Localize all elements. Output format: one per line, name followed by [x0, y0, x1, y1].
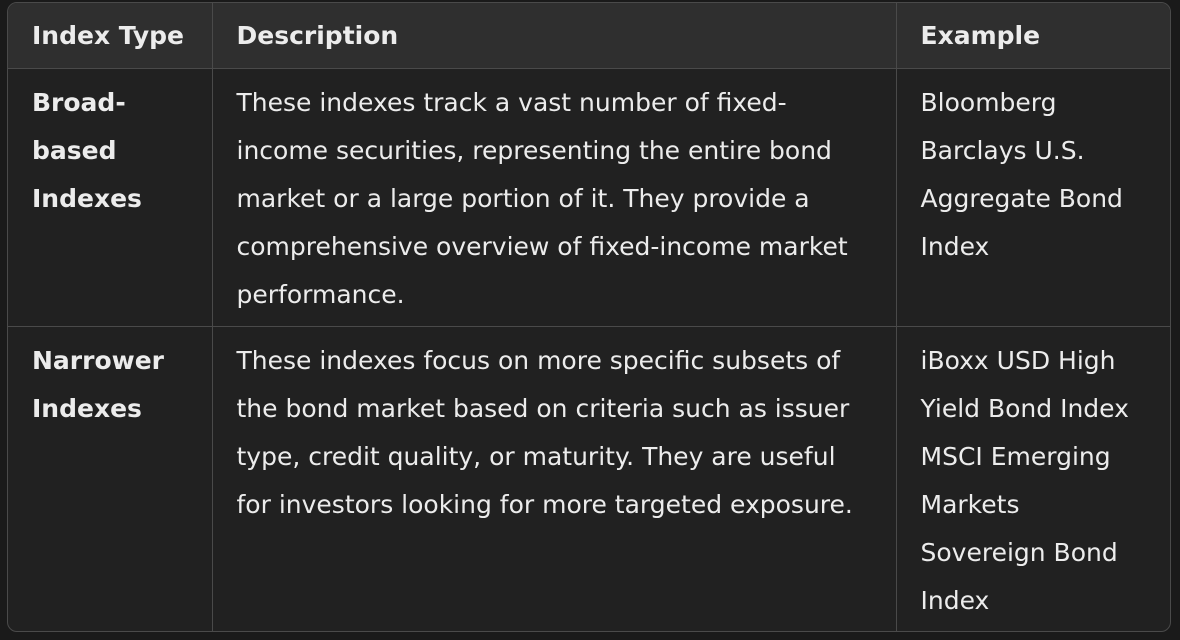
- header-description: Description: [212, 3, 897, 69]
- index-types-table: Index Type Description Example Broad-bas…: [7, 2, 1171, 632]
- example-item: MSCI Emerging Markets Sovereign Bond Ind…: [920, 441, 1118, 615]
- table-header-row: Index Type Description Example: [8, 3, 1170, 69]
- table-row: Broad-based Indexes These indexes track …: [8, 68, 1170, 327]
- index-table: Index Type Description Example Broad-bas…: [8, 3, 1170, 631]
- table-row: Narrower Indexes These indexes focus on …: [8, 326, 1170, 631]
- header-example: Example: [896, 3, 1170, 69]
- row-index-type: Narrower Indexes: [8, 326, 213, 631]
- row-description: These indexes focus on more specific sub…: [212, 326, 897, 631]
- header-index-type: Index Type: [8, 3, 213, 69]
- example-item: Bloomberg Barclays U.S. Aggregate Bond I…: [920, 87, 1123, 261]
- row-example: iBoxx USD High Yield Bond Index MSCI Eme…: [896, 326, 1170, 631]
- row-example: Bloomberg Barclays U.S. Aggregate Bond I…: [896, 68, 1170, 327]
- row-description: These indexes track a vast number of fix…: [212, 68, 897, 327]
- example-item: iBoxx USD High Yield Bond Index: [920, 345, 1129, 423]
- row-index-type: Broad-based Indexes: [8, 68, 213, 327]
